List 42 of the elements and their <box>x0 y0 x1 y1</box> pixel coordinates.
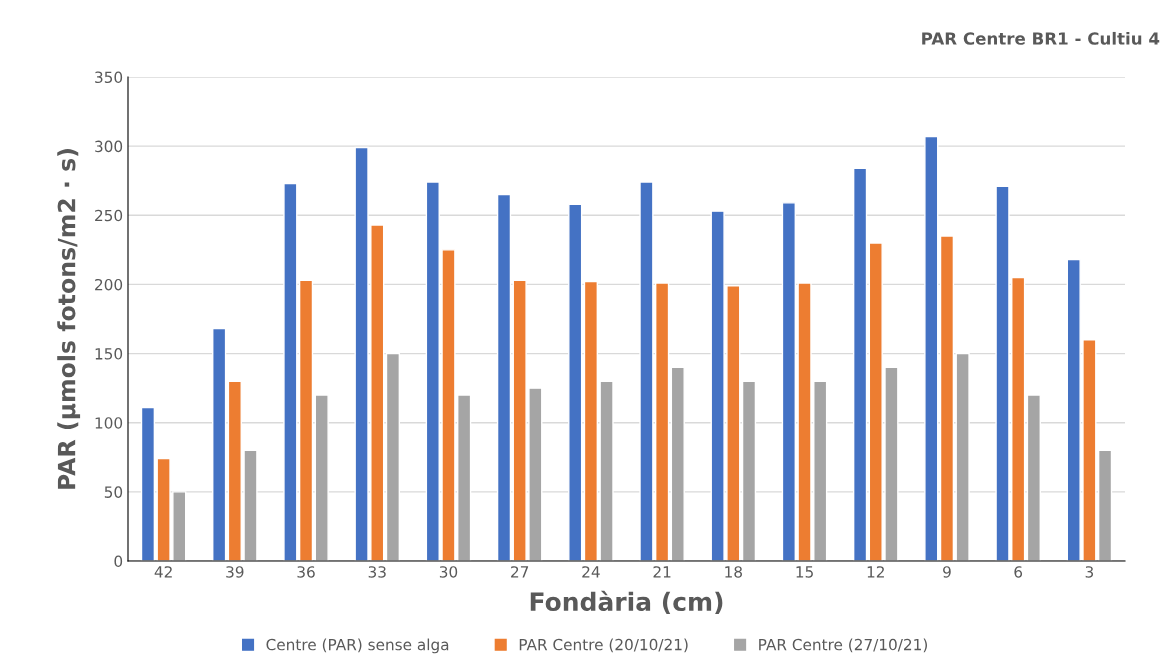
x-tick-label: 30 <box>439 566 458 578</box>
y-tick-label: 250 <box>95 209 123 222</box>
x-tick-label: 39 <box>226 566 244 578</box>
x-tick-label: 42 <box>154 566 172 578</box>
bar <box>741 380 757 561</box>
x-tick-label: 9 <box>943 566 951 578</box>
x-tick-label: 21 <box>653 566 671 578</box>
bar <box>1026 394 1041 561</box>
x-axis-title: Fondària (cm) <box>530 590 723 615</box>
y-tick-label: 300 <box>95 140 123 153</box>
bar <box>670 366 685 561</box>
bar <box>955 352 970 561</box>
x-tick-label: 33 <box>368 566 386 578</box>
bar <box>496 193 512 561</box>
y-tick-label: 150 <box>95 348 123 360</box>
bar <box>939 235 955 561</box>
x-tick-label: 12 <box>867 566 884 578</box>
bar <box>212 327 227 561</box>
bar <box>385 352 401 561</box>
x-tick-label: 6 <box>1014 566 1023 578</box>
bar <box>298 279 314 561</box>
bar <box>314 394 329 561</box>
y-tick-label: 350 <box>95 71 123 84</box>
bar <box>924 135 939 561</box>
x-tick-label: 18 <box>725 566 742 578</box>
bar <box>852 167 868 561</box>
x-tick-label: 36 <box>297 566 315 578</box>
x-tick-label: 15 <box>796 566 813 578</box>
bar <box>568 203 583 561</box>
chart-title: PAR Centre BR1 - Cultiu 4 <box>922 31 1160 45</box>
legend-label: Centre (PAR) sense alga <box>266 638 449 654</box>
y-tick-label: 100 <box>95 417 123 429</box>
bar <box>283 182 298 561</box>
x-tick-label: 27 <box>511 566 529 578</box>
y-tick-label: 0 <box>114 555 123 568</box>
x-tick-label: 3 <box>1085 566 1094 578</box>
legend-label: PAR Centre (27/10/21) <box>759 638 927 653</box>
legend-label: PAR Centre (20/10/21) <box>519 638 688 653</box>
x-tick-label: 24 <box>582 566 600 578</box>
y-axis-title: PAR (µmols fotons/m2 · s) <box>57 149 81 489</box>
y-tick-label: 50 <box>104 486 123 498</box>
y-tick-label: 200 <box>95 278 123 291</box>
